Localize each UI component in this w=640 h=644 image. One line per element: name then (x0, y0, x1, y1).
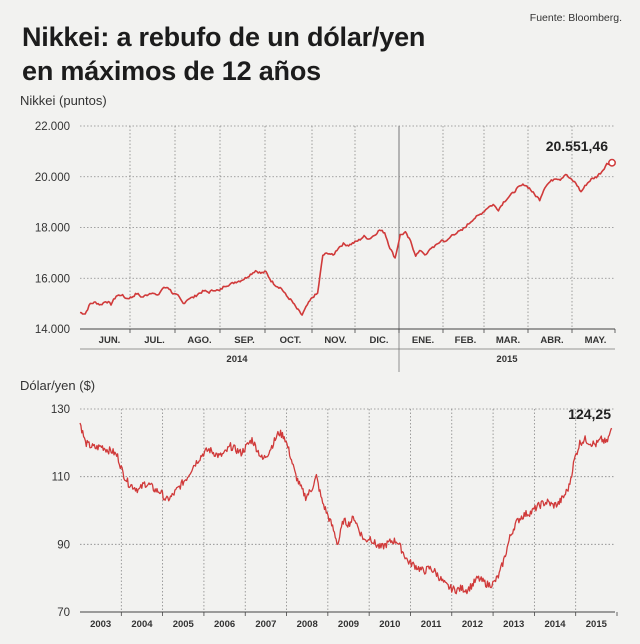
nikkei-tick-label: 14.000 (35, 324, 70, 336)
nikkei-month-label: AGO. (187, 335, 211, 346)
usd-jpy-line (79, 422, 613, 595)
usd-jpy-axis-title: Dólar/yen ($) (20, 378, 95, 393)
nikkei-month-label: MAY. (585, 335, 607, 346)
nikkei-axis: 14.000 16.000 18.000 20.000 22.000 JUN. JUL. AG… (35, 121, 616, 372)
usd-jpy-axis: 70 90 110 130 2003 2004 2005 2006 2007 2008 2009 20… (51, 404, 618, 630)
title-line-2: en máximos de 12 años (22, 56, 321, 86)
nikkei-tick-label: 18.000 (35, 223, 70, 235)
nikkei-month-label: FEB. (455, 335, 477, 346)
nikkei-axis-title: Nikkei (puntos) (20, 93, 107, 108)
nikkei-chart: Nikkei (puntos) 14.000 16.000 18.000 20.000… (20, 93, 616, 372)
nikkei-month-label: ABR. (540, 335, 563, 346)
nikkei-month-label: MAR. (496, 335, 520, 346)
usd-jpy-year-label: 2015 (586, 619, 608, 630)
usd-jpy-year-label: 2012 (462, 619, 483, 630)
nikkei-year-label-2014: 2014 (226, 354, 248, 365)
nikkei-month-label: JUN. (99, 335, 121, 346)
usd-jpy-tick-label: 130 (51, 404, 70, 416)
usd-jpy-year-label: 2011 (421, 619, 442, 630)
nikkei-month-label: JUL. (144, 335, 165, 346)
nikkei-month-label: DIC. (370, 335, 389, 346)
usd-jpy-tick-label: 90 (57, 539, 70, 551)
nikkei-series: 20.551,46 (79, 138, 616, 316)
nikkei-month-label: NOV. (324, 335, 346, 346)
nikkei-tick-label: 22.000 (35, 121, 70, 133)
nikkei-month-label: OCT. (280, 335, 302, 346)
title-line-1: Nikkei: a rebufo de un dólar/yen (22, 22, 426, 52)
usd-jpy-tick-label: 70 (57, 607, 70, 619)
source-note: Fuente: Bloomberg. (529, 12, 622, 24)
usd-jpy-year-label: 2014 (544, 619, 566, 630)
usd-jpy-year-label: 2010 (379, 619, 400, 630)
usd-jpy-series: 124,25 (79, 406, 613, 595)
nikkei-last-point (608, 158, 616, 167)
nikkei-line (79, 162, 613, 316)
usd-jpy-year-label: 2005 (173, 619, 195, 630)
usd-jpy-gridlines (80, 408, 615, 612)
nikkei-month-label: SEP. (234, 335, 254, 346)
nikkei-tick-label: 20.000 (35, 172, 70, 184)
usd-jpy-year-label: 2007 (255, 619, 276, 630)
usd-jpy-last-value-label: 124,25 (568, 406, 611, 422)
nikkei-year-label-2015: 2015 (496, 354, 518, 365)
usd-jpy-year-label: 2009 (338, 619, 359, 630)
usd-jpy-year-label: 2006 (214, 619, 235, 630)
nikkei-tick-label: 16.000 (35, 273, 70, 285)
nikkei-gridlines (80, 125, 615, 330)
usd-jpy-year-label: 2004 (131, 619, 153, 630)
usd-jpy-year-label: 2003 (90, 619, 111, 630)
nikkei-month-label: ENE. (412, 335, 434, 346)
usd-jpy-tick-label: 110 (52, 472, 70, 484)
usd-jpy-year-label: 2008 (297, 619, 318, 630)
usd-jpy-chart: Dólar/yen ($) 70 90 110 130 2003 2004 2005 2006… (20, 378, 618, 630)
nikkei-last-value-label: 20.551,46 (546, 138, 608, 154)
chart-title: Nikkei: a rebufo de un dólar/yen en máxi… (22, 20, 425, 88)
usd-jpy-year-label: 2013 (503, 619, 524, 630)
